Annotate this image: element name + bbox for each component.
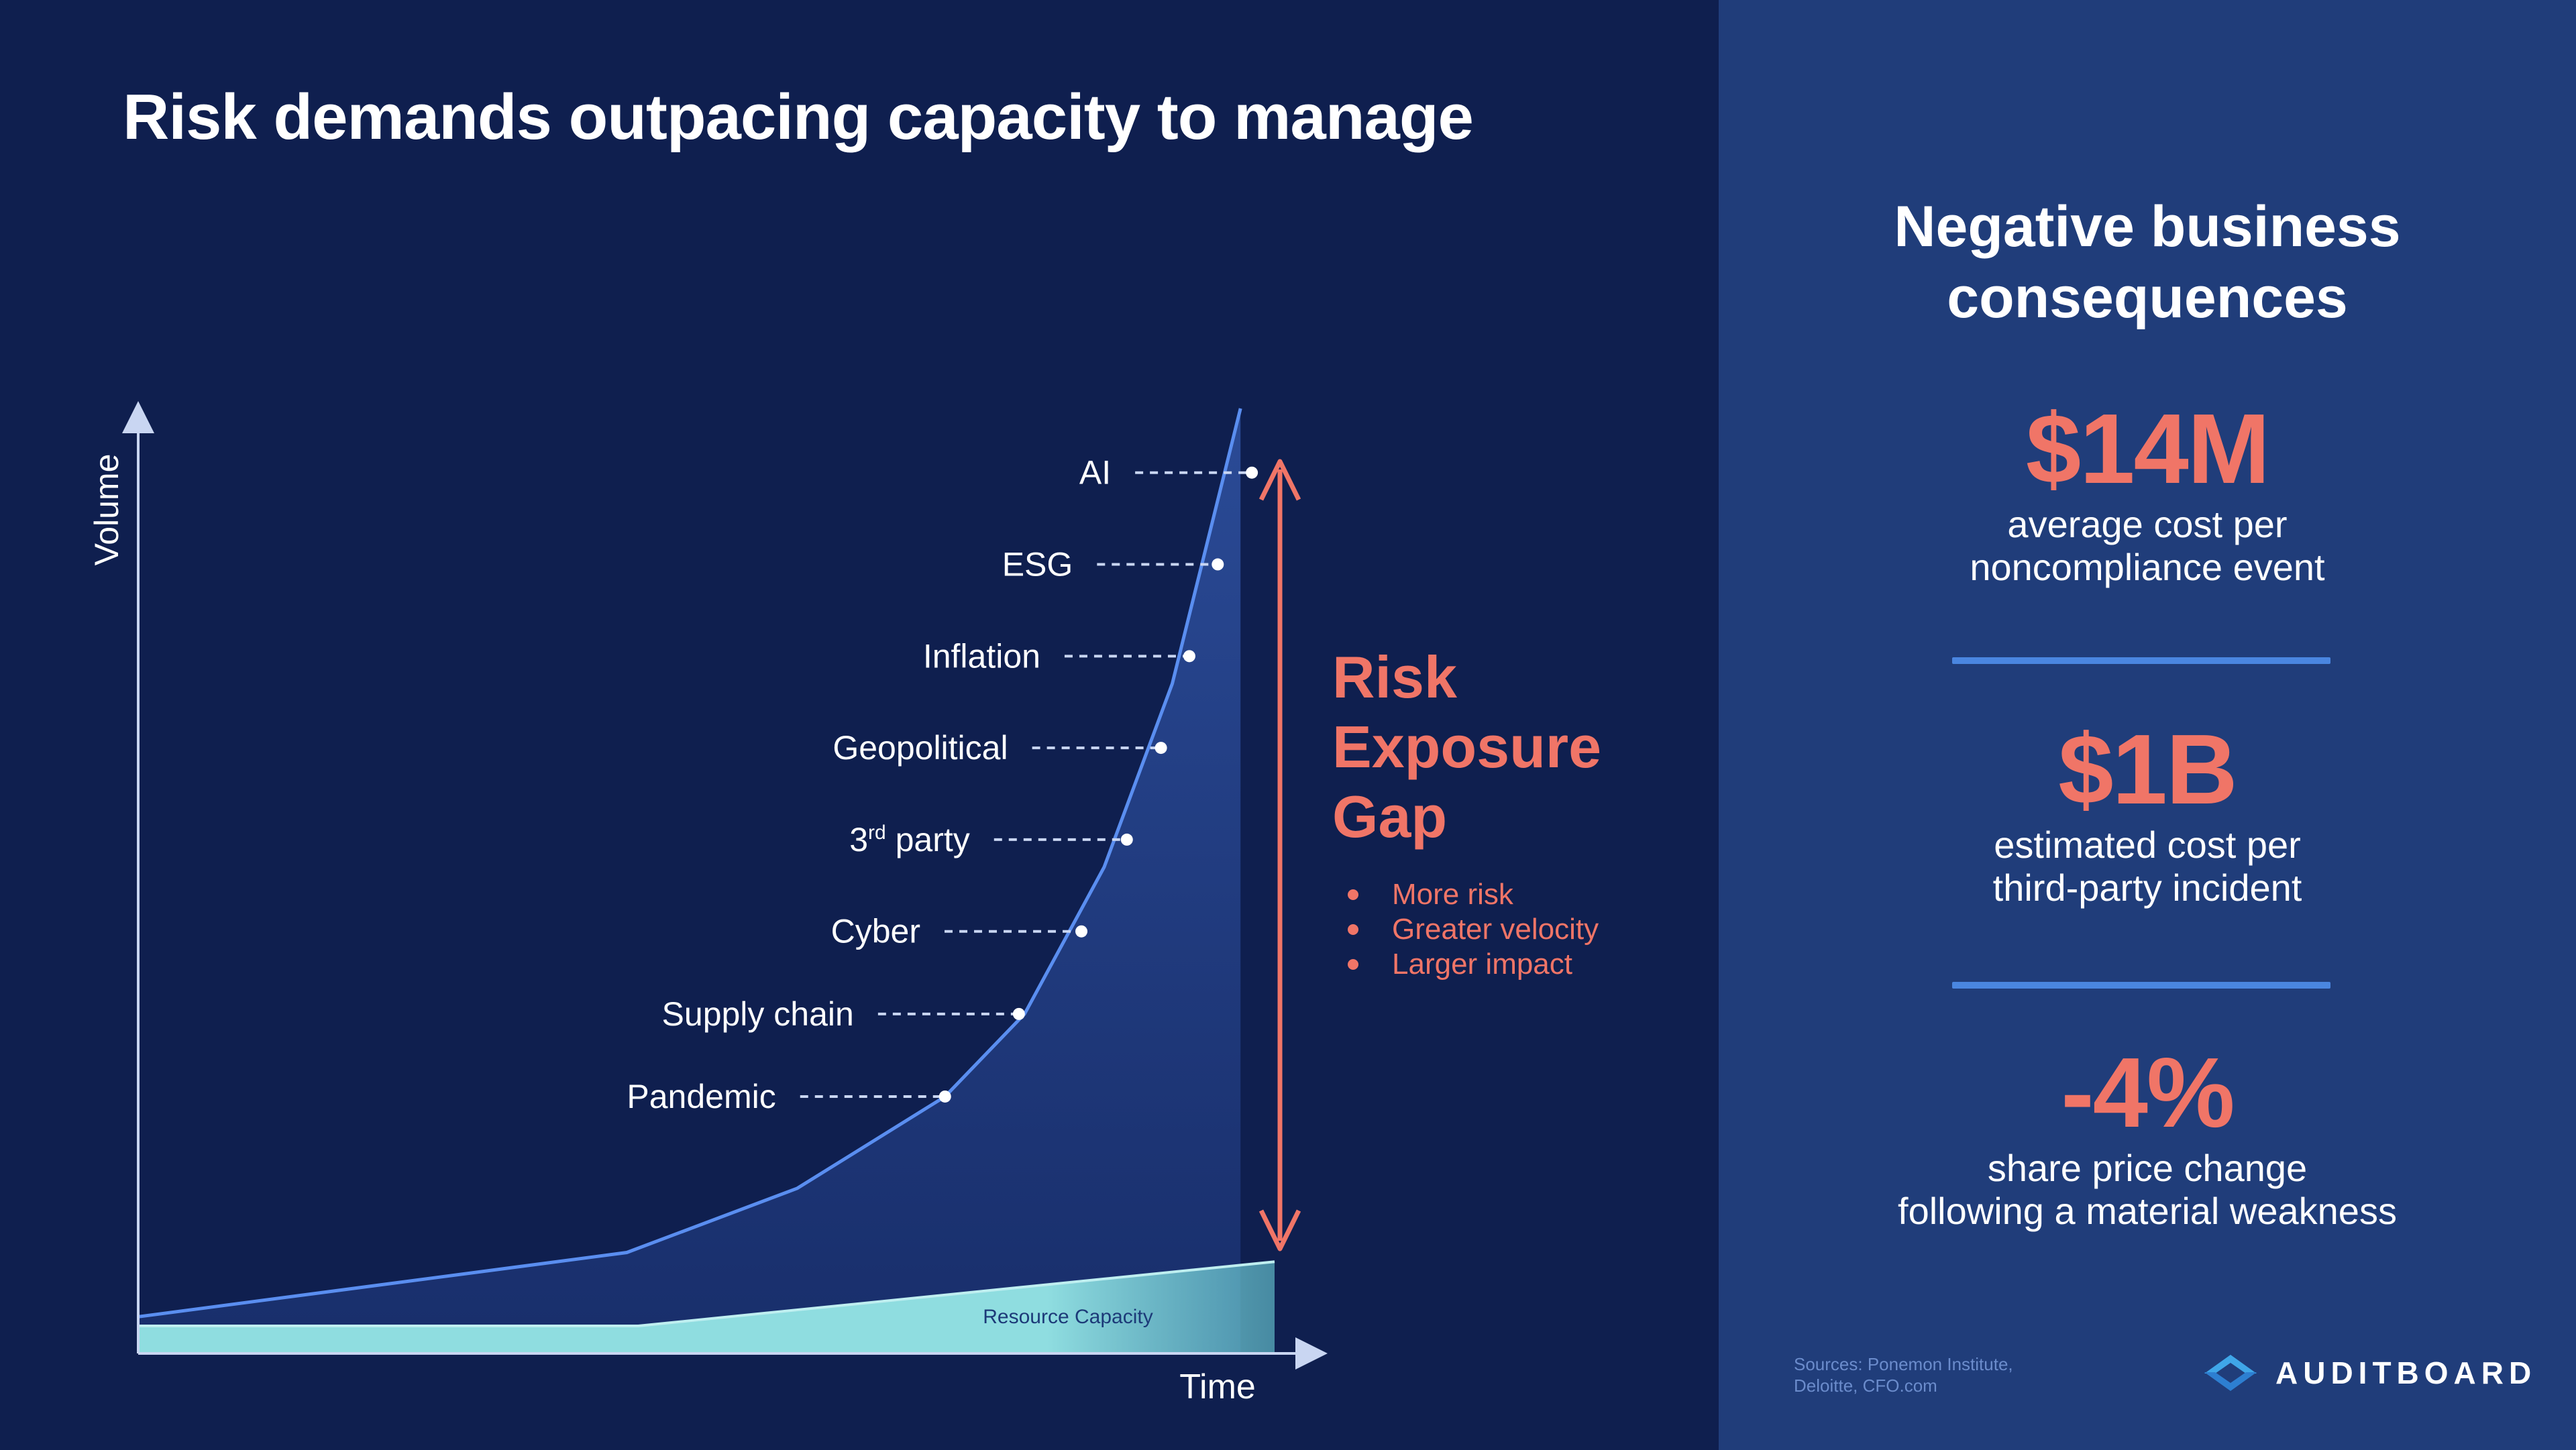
gap-label-line-2: Exposure (1332, 714, 1601, 780)
resource-capacity-line (138, 1260, 1275, 1327)
slide-title: Risk demands outpacing capacity to manag… (123, 81, 1474, 153)
annotation-dot (1120, 833, 1133, 846)
stat-value: $1B (2058, 714, 2238, 825)
annotation-dot (1155, 742, 1167, 755)
gap-bullet-text: More risk (1392, 878, 1514, 911)
annotation-dot (1212, 558, 1224, 571)
auditboard-mark-icon (2204, 1355, 2257, 1391)
gap-label-line-1: Risk (1332, 644, 1458, 710)
annotation-dot (1012, 1007, 1025, 1020)
stat-third-party: $1B estimated cost per third-party incid… (1719, 716, 2576, 909)
annotation-dot (938, 1090, 951, 1103)
risk-annotations: Pandemic Supply chain Cyber 3rd party Geopol… (627, 454, 1258, 1115)
sources-note: Sources: Ponemon Institute, Deloitte, CF… (1794, 1354, 2013, 1396)
bullet-dot (1348, 959, 1358, 970)
annotation-label: ESG (1002, 546, 1073, 583)
annotation-label: Geopolitical (833, 729, 1008, 767)
brand-name: AUDITBOARD (2275, 1355, 2537, 1390)
stat-value: -4% (2061, 1038, 2235, 1148)
annotation-dot (1246, 466, 1258, 479)
annotation-label: AI (1079, 454, 1111, 492)
consequences-panel: Negative business consequences $14M aver… (1719, 0, 2576, 1450)
gap-label: Risk Exposure Gap (1332, 644, 1617, 850)
divider (1952, 657, 2330, 664)
annotation-label: Pandemic (627, 1078, 775, 1115)
annotation-label: Cyber (831, 913, 920, 950)
bullet-dot (1348, 924, 1358, 935)
stat-description: estimated cost per third-party incident (1992, 824, 2302, 909)
panel-heading: Negative business consequences (1894, 194, 2401, 330)
x-axis-label: Time (1179, 1368, 1256, 1406)
risk-demand-area (138, 408, 1241, 1353)
stat-description: share price change following a material … (1898, 1147, 2397, 1232)
gap-arrow-head-top (1258, 459, 1301, 501)
stat-value: $14M (2025, 394, 2270, 504)
gap-label-line-3: Gap (1332, 783, 1447, 850)
annotation-dot (1183, 650, 1195, 663)
auditboard-logo: AUDITBOARD (2200, 1351, 2536, 1395)
gap-bullet-text: Greater velocity (1392, 913, 1599, 946)
divider (1952, 982, 2330, 989)
resource-capacity-label: Resource Capacity (983, 1306, 1152, 1328)
risk-chart: Volume Time Resource Capacity Pandemic Su… (88, 401, 1617, 1406)
stat-description: average cost per noncompliance event (1970, 503, 2325, 588)
stat-share-price: -4% share price change following a mater… (1719, 1040, 2576, 1233)
annotation-label: Supply chain (662, 995, 854, 1033)
bullet-dot (1348, 889, 1358, 900)
y-axis-label: Volume (88, 454, 125, 566)
stat-noncompliance: $14M average cost per noncompliance even… (1719, 396, 2576, 589)
resource-capacity-area (138, 1262, 1275, 1353)
gap-arrow-head-bottom (1258, 1209, 1301, 1251)
annotation-label: 3rd party (849, 821, 970, 858)
gap-bullet-text: Larger impact (1392, 948, 1572, 981)
annotation-label: Inflation (923, 637, 1040, 675)
risk-demand-line (138, 408, 1242, 1319)
annotation-dot (1075, 925, 1088, 938)
